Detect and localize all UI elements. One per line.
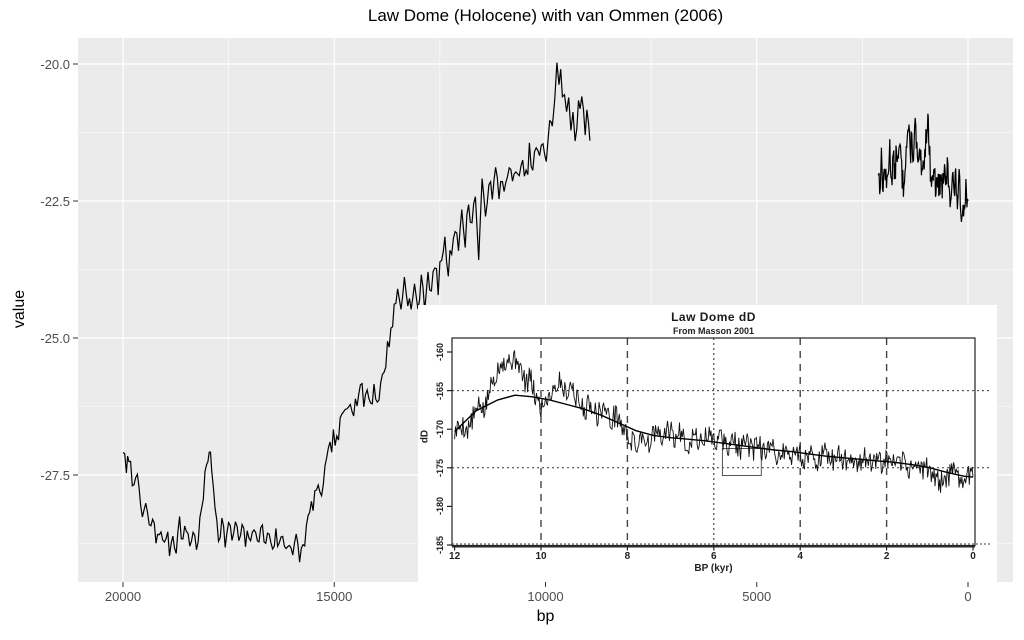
inset-x-tick-label: 8 — [624, 551, 631, 562]
inset-x-tick-label: 2 — [883, 551, 890, 562]
inset-x-tick-label: 10 — [535, 551, 547, 562]
inset-y-tick-label: -170 — [435, 420, 445, 439]
inset-x-tick-label: 0 — [970, 551, 976, 562]
inset-y-tick-label: -160 — [435, 343, 445, 362]
x-axis-title: bp — [536, 608, 555, 625]
inset-y-tick-label: -180 — [435, 497, 445, 516]
y-tick-label: -25.0 — [40, 331, 70, 346]
chart-title: Law Dome (Holocene) with van Ommen (2006… — [367, 6, 724, 25]
inset-y-tick-label: -185 — [435, 536, 445, 555]
series-law-dome-holocene — [122, 62, 591, 563]
inset-smooth-series — [454, 394, 974, 478]
inset-annotation-box — [721, 448, 762, 477]
x-tick-label: 10000 — [527, 589, 564, 604]
inset-y-tick-label: -165 — [435, 381, 445, 400]
x-tick-label: 20000 — [104, 589, 142, 604]
inset-x-axis-title: BP (kyr) — [694, 563, 733, 574]
inset-title: Law Dome dD — [671, 310, 756, 324]
inset-y-tick-label: -175 — [435, 458, 445, 477]
series-van-ommen-2006 — [877, 113, 969, 223]
x-tick-label: 15000 — [316, 589, 353, 604]
inset-x-tick-label: 12 — [449, 551, 461, 562]
inset-plot-svg — [447, 337, 990, 551]
inset-subtitle: From Masson 2001 — [672, 326, 755, 336]
x-tick-label: 5000 — [742, 589, 772, 604]
inset-x-tick-label: 6 — [711, 551, 717, 562]
inset-x-tick-label: 4 — [797, 551, 803, 562]
inset-figure: Law Dome dD From Masson 2001 BP (kyr) dD… — [418, 305, 997, 582]
x-tick-label: 0 — [964, 589, 972, 604]
y-tick-label: -22.5 — [40, 194, 70, 209]
inset-noisy-series — [454, 350, 974, 493]
inset-y-axis-title: dD — [419, 429, 431, 444]
y-tick-label: -20.0 — [40, 57, 70, 72]
y-tick-label: -27.5 — [40, 468, 70, 483]
